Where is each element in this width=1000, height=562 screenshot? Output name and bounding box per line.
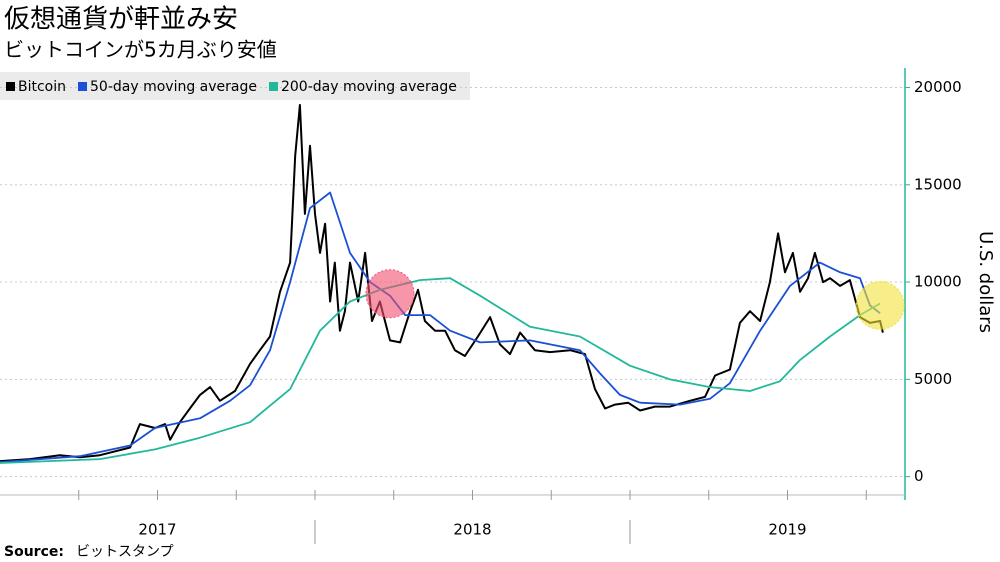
legend-swatch [78,82,88,91]
y-tick-label: 20000 [914,78,962,96]
source-label: Source: [4,544,64,560]
y-tick-label: 5000 [914,370,952,388]
highlight-circle [855,280,905,330]
y-axis-label: U.S. dollars [975,231,996,333]
chart-subtitle: ビットコインが5カ月ぶり安値 [4,38,277,62]
legend-swatch [6,82,15,91]
y-tick-label: 15000 [914,175,962,193]
x-year-label: 2019 [768,521,806,539]
x-year-label: 2018 [453,521,491,539]
series-line [0,277,881,464]
y-tick-label: 0 [914,467,924,485]
legend-label: 50-day moving average [90,79,257,95]
legend-label: Bitcoin [18,79,66,95]
series-line [0,191,881,463]
x-year-label: 2017 [138,521,176,539]
series-line [0,104,884,463]
highlight-circle [365,269,415,319]
source: ビットスタンプ [76,544,174,560]
y-tick-label: 10000 [914,273,962,291]
chart-title: 仮想通貨が軒並み安 [4,5,238,35]
legend-swatch [268,82,278,91]
legend-label: 200-day moving average [281,79,457,95]
